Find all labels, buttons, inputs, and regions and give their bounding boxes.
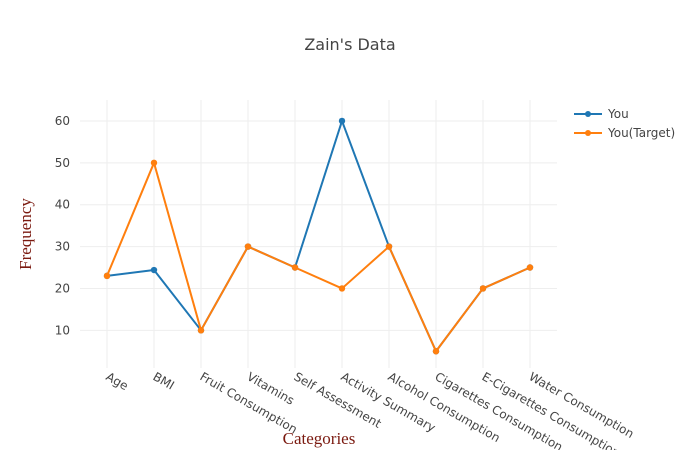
y-axis-title: Frequency [16, 198, 35, 270]
y-tick-label: 10 [55, 323, 70, 337]
y-tick-label: 50 [55, 156, 70, 170]
x-axis-title: Categories [283, 429, 356, 448]
legend-item-you[interactable]: You [574, 107, 629, 121]
legend-marker-you-target [585, 130, 591, 136]
data-point[interactable] [432, 348, 440, 355]
data-point[interactable] [338, 285, 346, 292]
x-tick-label: BMI [151, 369, 177, 392]
y-tick-label: 20 [55, 281, 70, 295]
data-point[interactable] [385, 243, 393, 250]
chart-title: Zain's Data [304, 35, 395, 54]
data-point[interactable] [244, 243, 252, 250]
data-point[interactable] [150, 159, 158, 167]
legend[interactable]: You You(Target) [574, 107, 675, 140]
legend-label-you: You [607, 107, 629, 121]
data-point[interactable] [479, 285, 487, 292]
series-layer [103, 117, 534, 355]
data-point[interactable] [197, 327, 205, 334]
legend-label-you-target: You(Target) [607, 126, 675, 140]
data-point[interactable] [150, 266, 158, 274]
y-tick-label: 60 [55, 114, 70, 128]
data-point[interactable] [338, 117, 346, 125]
series-you-target [103, 159, 534, 355]
data-point[interactable] [103, 272, 111, 280]
series-line [106, 161, 531, 353]
data-point[interactable] [526, 264, 534, 271]
y-tick-label: 40 [55, 198, 70, 212]
x-tick-label: Self Assessment [292, 369, 384, 430]
legend-marker-you [585, 111, 591, 117]
x-tick-label: Age [104, 369, 131, 393]
y-tick-labels: 10 20 30 40 50 60 [55, 114, 70, 337]
y-tick-label: 30 [55, 240, 70, 254]
grid-layer [80, 100, 557, 368]
legend-item-you-target[interactable]: You(Target) [574, 126, 675, 140]
data-point[interactable] [291, 264, 299, 271]
series-you [103, 117, 534, 355]
series-line [106, 119, 531, 353]
